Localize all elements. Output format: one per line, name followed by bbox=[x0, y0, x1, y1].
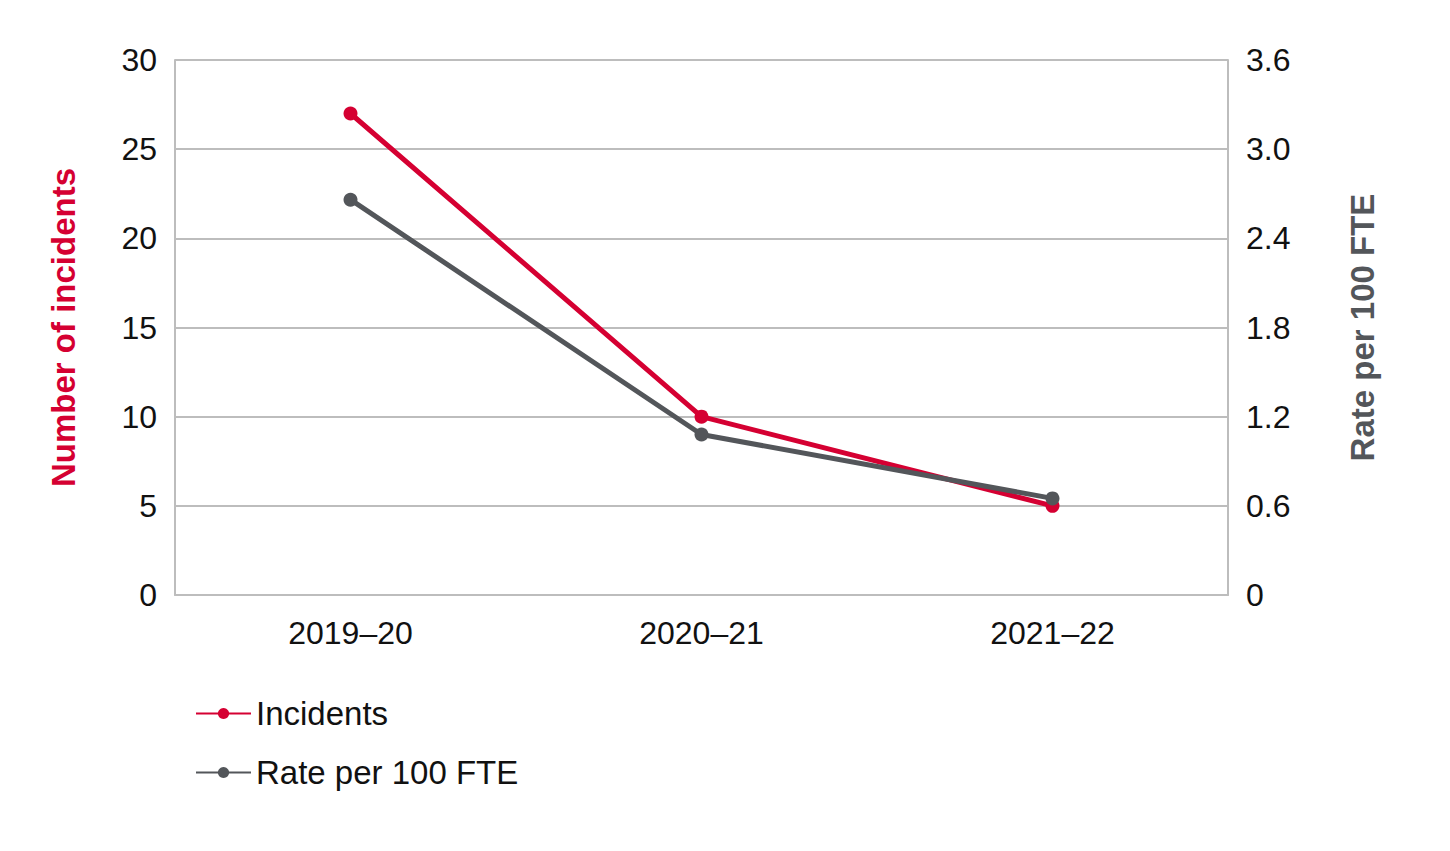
svg-text:Rate per 100 FTE: Rate per 100 FTE bbox=[1344, 194, 1381, 462]
svg-text:0.6: 0.6 bbox=[1246, 488, 1290, 524]
svg-text:2019–20: 2019–20 bbox=[288, 615, 413, 651]
svg-text:25: 25 bbox=[121, 131, 157, 167]
svg-text:20: 20 bbox=[121, 220, 157, 256]
svg-text:5: 5 bbox=[139, 488, 157, 524]
svg-text:1.8: 1.8 bbox=[1246, 310, 1290, 346]
svg-text:2020–21: 2020–21 bbox=[639, 615, 764, 651]
svg-text:0: 0 bbox=[139, 577, 157, 613]
svg-text:2.4: 2.4 bbox=[1246, 220, 1290, 256]
svg-text:Incidents: Incidents bbox=[256, 695, 388, 732]
svg-text:15: 15 bbox=[121, 310, 157, 346]
svg-text:10: 10 bbox=[121, 399, 157, 435]
svg-text:2021–22: 2021–22 bbox=[990, 615, 1115, 651]
svg-text:0: 0 bbox=[1246, 577, 1264, 613]
svg-text:Number of incidents: Number of incidents bbox=[45, 168, 82, 487]
svg-text:30: 30 bbox=[121, 42, 157, 78]
svg-text:Rate per 100 FTE: Rate per 100 FTE bbox=[256, 754, 518, 791]
svg-text:3.0: 3.0 bbox=[1246, 131, 1290, 167]
svg-text:3.6: 3.6 bbox=[1246, 42, 1290, 78]
svg-text:1.2: 1.2 bbox=[1246, 399, 1290, 435]
